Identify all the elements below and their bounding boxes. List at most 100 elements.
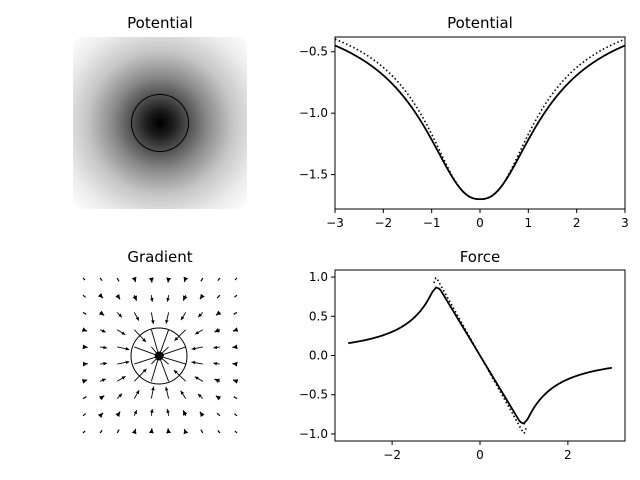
- gradient-arrow: [160, 346, 186, 357]
- gradient-arrow: [134, 346, 159, 357]
- potential-line-panel: Potential −3 −2 −1 0 1 2 3 −0.5 −1.0 −1.5: [299, 14, 629, 230]
- gradient-arrow: [173, 369, 187, 382]
- gradient-arrow: [117, 360, 130, 365]
- gradient-arrow: [183, 428, 189, 435]
- gradient-arrow: [82, 361, 88, 367]
- gradient-arrow: [98, 310, 105, 316]
- gradient-panel: Gradient: [81, 248, 239, 435]
- potential-solid-series: [334, 44, 626, 201]
- potential-xtick-label: 0: [476, 216, 484, 230]
- gradient-arrow: [232, 379, 239, 384]
- gradient-arrow: [199, 293, 205, 300]
- gradient-arrow: [116, 329, 126, 336]
- gradient-arrow: [150, 312, 155, 324]
- force-axes: [334, 269, 626, 442]
- gradient-arrow: [131, 428, 137, 435]
- gradient-arrow: [116, 312, 123, 318]
- gradient-arrow: [82, 311, 87, 315]
- potential-image-panel: Potential: [73, 14, 247, 209]
- gradient-arrow: [99, 378, 106, 382]
- gradient-arrow: [82, 344, 88, 350]
- potential-xtick-label: −1: [423, 216, 441, 230]
- force-xtick-label: 2: [564, 448, 572, 462]
- gradient-arrow: [97, 412, 104, 418]
- gradient-arrow: [232, 361, 238, 367]
- potential-ytick-label: −0.5: [299, 45, 328, 59]
- force-ytick-label: −1.0: [299, 427, 328, 441]
- gradient-arrow: [116, 393, 123, 399]
- gradient-arrow: [233, 396, 238, 400]
- gradient-arrow: [116, 277, 120, 282]
- gradient-arrow: [81, 327, 88, 332]
- gradient-arrow: [100, 361, 108, 366]
- gradient-arrow: [216, 294, 221, 299]
- gradient-arrow: [150, 386, 155, 399]
- gradient-arrow: [82, 413, 87, 417]
- gradient-arrow: [182, 410, 188, 417]
- potential-line-title: Potential: [447, 14, 513, 32]
- force-title: Force: [460, 248, 501, 266]
- potential-xtick-label: −3: [326, 216, 344, 230]
- gradient-arrow: [81, 379, 88, 384]
- potential-image-title: Potential: [127, 14, 193, 32]
- gradient-arrow: [233, 311, 238, 315]
- gradient-arrow: [197, 393, 204, 399]
- potential-xtick-label: 1: [525, 216, 533, 230]
- force-xtick-label: 0: [476, 448, 484, 462]
- gradient-arrow: [82, 430, 86, 434]
- potential-dotted-series: [334, 38, 626, 200]
- gradient-arrow: [194, 329, 204, 335]
- force-ytick-label: 0.5: [309, 309, 328, 323]
- gradient-arrow: [166, 428, 172, 434]
- gradient-arrow: [232, 344, 238, 350]
- gradient-arrow: [166, 295, 170, 302]
- gradient-arrow: [180, 390, 187, 399]
- potential-xtick-label: −2: [374, 216, 392, 230]
- gradient-arrow: [99, 277, 103, 282]
- gradient-title: Gradient: [127, 248, 192, 266]
- gradient-arrow: [216, 412, 221, 417]
- gradient-arrow: [131, 276, 137, 283]
- gradient-arrow: [116, 375, 126, 382]
- gradient-arrow: [165, 312, 170, 324]
- potential-heatmap: [73, 37, 247, 209]
- gradient-arrow: [150, 329, 160, 356]
- gradient-arrow: [213, 361, 220, 366]
- gradient-arrow: [133, 312, 140, 321]
- gradient-arrow: [150, 356, 160, 382]
- potential-circle: [131, 94, 189, 152]
- gradient-circle: [130, 327, 188, 385]
- gradient-arrow: [213, 345, 220, 350]
- gradient-arrow: [115, 411, 121, 418]
- gradient-arrow: [182, 294, 188, 301]
- gradient-arrow: [164, 386, 170, 399]
- gradient-arrow: [133, 389, 140, 399]
- gradient-arrow: [150, 295, 154, 302]
- force-xtick-label: −2: [383, 448, 401, 462]
- gradient-arrow: [82, 294, 86, 298]
- gradient-arrow: [232, 327, 239, 332]
- force-panel: Force −2 0 2 1.0 0.5 0.0 −0.5 −1.0: [299, 248, 626, 462]
- gradient-arrow: [148, 277, 154, 283]
- gradient-arrow: [133, 410, 138, 416]
- potential-ytick-label: −1.0: [299, 106, 328, 120]
- potential-ytick-label: −1.5: [299, 168, 328, 182]
- gradient-arrow: [97, 292, 104, 299]
- gradient-arrow: [100, 345, 108, 350]
- gradient-arrow: [217, 277, 221, 281]
- gradient-arrow: [158, 356, 170, 382]
- gradient-arrow: [132, 294, 138, 301]
- gradient-arrow: [183, 276, 189, 283]
- gradient-arrow: [215, 395, 222, 401]
- gradient-arrow: [191, 360, 203, 365]
- gradient-arrow: [148, 428, 154, 434]
- force-solid-series: [348, 286, 612, 425]
- gradient-arrow: [116, 429, 120, 434]
- gradient-arrow: [134, 355, 159, 365]
- gradient-arrow: [217, 430, 221, 434]
- force-ytick-label: 0.0: [309, 349, 328, 363]
- gradient-arrow: [150, 408, 154, 416]
- force-ytick-label: 1.0: [309, 270, 328, 284]
- gradient-arrow: [166, 409, 170, 416]
